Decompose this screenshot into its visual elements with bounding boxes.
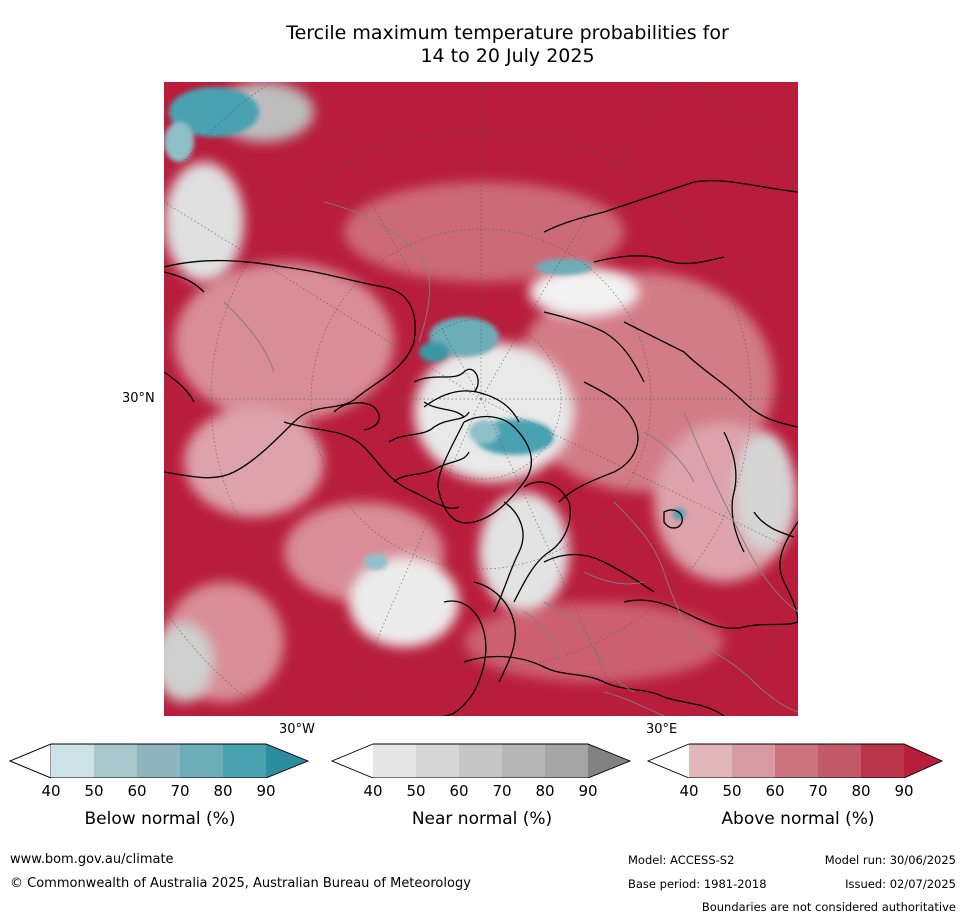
- cbar-near-seg-4: [502, 744, 545, 778]
- cbar-below-seg-0: [8, 743, 52, 779]
- cbar-above-tick-0: 40: [679, 782, 699, 800]
- issued-text: Issued: 02/07/2025: [845, 877, 956, 891]
- model-run-text: Model run: 30/06/2025: [824, 853, 956, 867]
- lon-label-30w: 30°W: [279, 722, 315, 737]
- model-text: Model: ACCESS-S2: [628, 853, 735, 867]
- cbar-below-tick-2: 60: [127, 782, 147, 800]
- cbar-above-tick-2: 60: [765, 782, 785, 800]
- cbar-above-seg-3: [775, 744, 818, 778]
- colorbar-above-label: Above normal (%): [721, 809, 875, 829]
- title-line-2: 14 to 20 July 2025: [420, 45, 595, 67]
- cbar-above-seg-0: [648, 744, 689, 778]
- colorbar-below-normal: [8, 740, 312, 782]
- country-borders: [223, 201, 798, 716]
- lat-label-30n: 30°N: [122, 391, 155, 406]
- cbar-above-tick-5: 90: [894, 782, 914, 800]
- cbar-above-seg-6: [904, 744, 942, 778]
- cbar-above-tick-3: 70: [808, 782, 828, 800]
- title-line-1: Tercile maximum temperature probabilitie…: [286, 22, 729, 44]
- cbar-below-tick-4: 80: [213, 782, 233, 800]
- cbar-near-seg-1: [373, 744, 416, 778]
- lon-label-30e: 30°E: [646, 722, 678, 737]
- cbar-below-tick-0: 40: [41, 782, 61, 800]
- colorbar-above-svg: [646, 743, 944, 779]
- colorbar-below-label: Below normal (%): [84, 809, 236, 829]
- cbar-below-seg-5: [223, 744, 266, 778]
- cbar-below-seg-6: [266, 744, 308, 778]
- cbar-near-seg-6: [588, 744, 630, 778]
- colorbar-near-normal: [330, 740, 634, 782]
- cbar-below-seg-4: [180, 744, 223, 778]
- cbar-near-tick-2: 60: [449, 782, 469, 800]
- cbar-above-seg-4: [818, 744, 861, 778]
- cbar-near-seg-5: [545, 744, 588, 778]
- probability-map: [164, 82, 798, 716]
- base-period-text: Base period: 1981-2018: [628, 877, 767, 891]
- cbar-below-seg-2: [94, 744, 137, 778]
- cbar-below-seg-1: [51, 744, 94, 778]
- cbar-near-tick-3: 70: [492, 782, 512, 800]
- graticule: [164, 82, 798, 716]
- cbar-near-seg-0: [332, 744, 373, 778]
- cbar-below-tick-3: 70: [170, 782, 190, 800]
- cbar-near-tick-4: 80: [535, 782, 555, 800]
- colorbar-near-label: Near normal (%): [411, 809, 553, 829]
- near-normal-regions: [164, 82, 794, 702]
- cbar-above-tick-1: 50: [722, 782, 742, 800]
- disclaimer-text: Boundaries are not considered authoritat…: [701, 900, 956, 914]
- cbar-above-seg-5: [861, 744, 904, 778]
- map-canvas: [164, 82, 798, 716]
- cbar-above-tick-4: 80: [851, 782, 871, 800]
- copyright-text: © Commonwealth of Australia 2025, Austra…: [10, 876, 471, 891]
- cbar-near-seg-3: [459, 744, 502, 778]
- website-link[interactable]: www.bom.gov.au/climate: [10, 852, 174, 867]
- chart-title: Tercile maximum temperature probabilitie…: [160, 22, 855, 68]
- cbar-below-seg-3: [137, 744, 180, 778]
- cbar-above-seg-2: [732, 744, 775, 778]
- cbar-below-tick-5: 90: [256, 782, 276, 800]
- colorbar-above-normal: [646, 740, 950, 782]
- colorbar-near-svg: [330, 743, 632, 779]
- cbar-near-tick-0: 40: [363, 782, 383, 800]
- cbar-above-seg-1: [689, 744, 732, 778]
- colorbar-below-svg: [8, 743, 310, 779]
- cbar-near-tick-1: 50: [406, 782, 426, 800]
- cbar-near-tick-5: 90: [578, 782, 598, 800]
- cbar-near-seg-2: [416, 744, 459, 778]
- cbar-below-tick-1: 50: [84, 782, 104, 800]
